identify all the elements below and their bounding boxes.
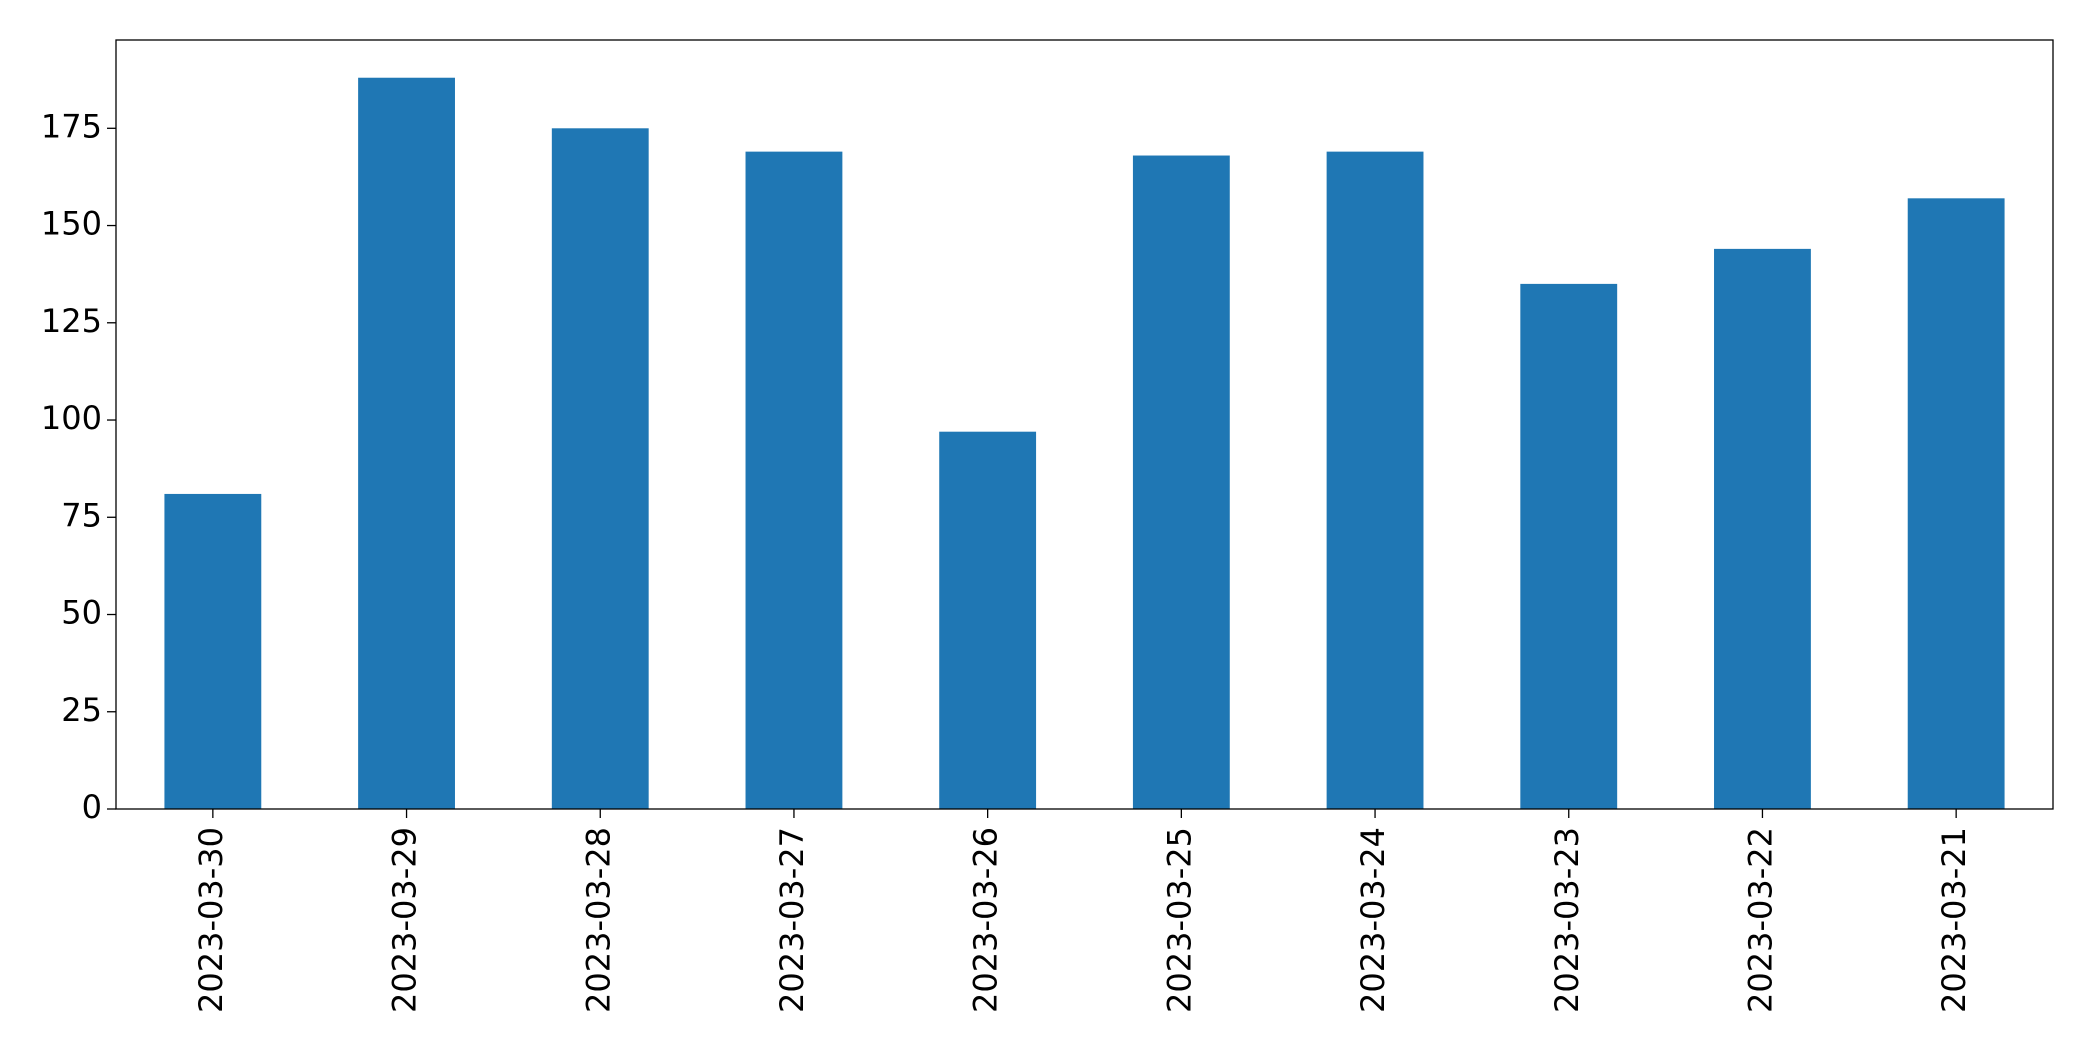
x-tick-label: 2023-03-22	[1741, 827, 1779, 1013]
bar	[1132, 155, 1230, 810]
x-tick-label: 2023-03-23	[1548, 827, 1586, 1013]
y-tick-label: 175	[41, 107, 102, 145]
bar	[358, 77, 455, 809]
bar	[1520, 283, 1618, 809]
y-tick-label: 25	[61, 691, 102, 729]
bar	[745, 151, 843, 809]
plot-frame	[115, 39, 2054, 810]
bar	[164, 493, 262, 809]
y-tick-label: 150	[41, 205, 102, 243]
x-tick-label: 2023-03-25	[1160, 827, 1198, 1013]
x-tick-label: 2023-03-29	[386, 827, 424, 1013]
y-tick-label: 50	[61, 594, 102, 632]
x-tick-label: 2023-03-27	[773, 827, 811, 1013]
y-tick-label: 75	[61, 496, 102, 534]
x-tick-label: 2023-03-21	[1935, 827, 1973, 1013]
y-tick-label: 100	[41, 399, 102, 437]
bar	[939, 431, 1037, 809]
bar	[551, 128, 649, 809]
y-tick-label: 125	[41, 302, 102, 340]
x-tick-label: 2023-03-26	[967, 827, 1005, 1013]
x-tick-label: 2023-03-24	[1354, 827, 1392, 1013]
x-tick-label: 2023-03-30	[192, 827, 230, 1013]
bar	[1714, 248, 1811, 809]
x-tick-label: 2023-03-28	[579, 827, 617, 1013]
bar	[1907, 198, 2005, 810]
y-tick-label: 0	[82, 788, 102, 826]
bar	[1326, 151, 1424, 809]
